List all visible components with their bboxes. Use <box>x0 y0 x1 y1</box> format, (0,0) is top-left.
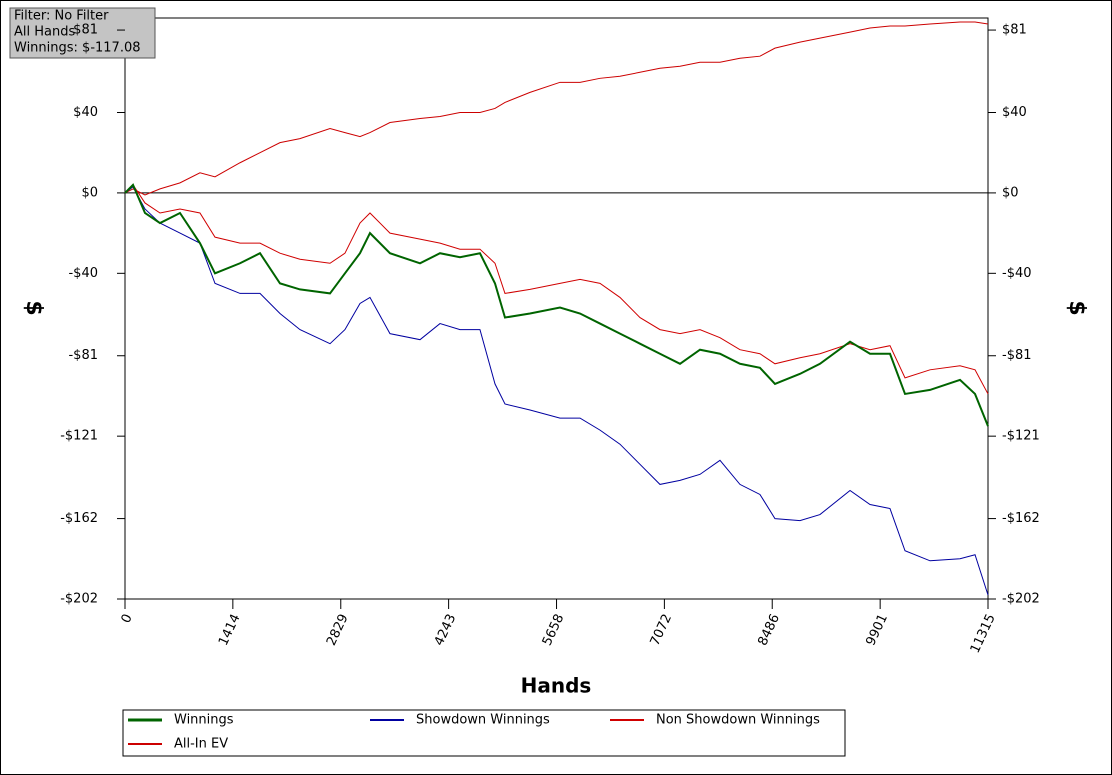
y2-tick-label: -$162 <box>1002 511 1040 526</box>
y-tick-label: -$121 <box>60 429 98 444</box>
y2-tick-label: -$81 <box>1002 348 1032 363</box>
y-tick-label: -$40 <box>68 266 98 281</box>
legend-label: Winnings <box>174 713 234 728</box>
series-line <box>124 183 989 427</box>
info-background <box>9 7 156 59</box>
series-line <box>124 186 989 596</box>
y2-tick-label: -$121 <box>1002 429 1040 444</box>
legend-label: Non Showdown Winnings <box>656 713 820 728</box>
y2-tick-label: $81 <box>1002 23 1027 38</box>
y-tick-label: $0 <box>81 185 98 200</box>
y-tick-label: -$202 <box>60 592 98 607</box>
legend <box>122 709 846 757</box>
info-line: All Hands <box>14 25 75 40</box>
y-axis-label: $ <box>21 300 46 315</box>
y-tick-label: $81 <box>73 23 98 38</box>
y2-tick-label: $40 <box>1002 105 1027 120</box>
y-tick-label: -$162 <box>60 511 98 526</box>
series-line <box>124 184 989 395</box>
y-tick-label: -$81 <box>68 348 98 363</box>
info-line: Filter: No Filter <box>14 9 109 24</box>
info-box: Filter: No Filter All Hands Winnings: $-… <box>9 7 156 59</box>
y2-axis-label: $ <box>1064 300 1089 315</box>
y2-tick-label: -$202 <box>1002 592 1040 607</box>
legend-label: Showdown Winnings <box>416 713 550 728</box>
legend-label: All-In EV <box>174 737 228 752</box>
x-axis-label: Hands <box>521 674 592 698</box>
info-line: Winnings: $-117.08 <box>14 41 141 56</box>
y2-tick-label: -$40 <box>1002 266 1032 281</box>
y-tick-label: $40 <box>73 105 98 120</box>
y2-tick-label: $0 <box>1002 185 1019 200</box>
series-line <box>124 21 989 196</box>
